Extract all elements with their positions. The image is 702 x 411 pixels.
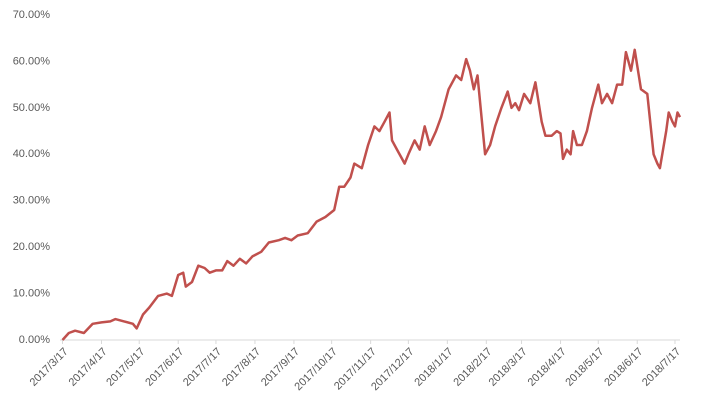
x-tick-label: 2018/5/17 — [563, 346, 606, 389]
x-tick-label: 2017/3/17 — [28, 346, 71, 389]
y-tick-label: 60.00% — [13, 55, 51, 67]
y-tick-label: 40.00% — [13, 148, 51, 160]
x-tick-label: 2017/4/17 — [67, 346, 110, 389]
data-line — [61, 48, 682, 341]
x-tick-label: 2018/6/17 — [602, 346, 645, 389]
x-tick-label: 2017/8/17 — [220, 346, 263, 389]
y-tick-label: 0.00% — [19, 334, 50, 346]
x-tick-label: 2017/6/17 — [143, 346, 186, 389]
x-tick-label: 2018/7/17 — [640, 346, 683, 389]
y-tick-label: 70.00% — [13, 9, 51, 21]
y-tick-label: 20.00% — [13, 241, 51, 253]
x-tick-label: 2017/5/17 — [104, 346, 147, 389]
x-tick-label: 2018/3/17 — [487, 346, 530, 389]
x-tick-label: 2018/1/17 — [412, 346, 455, 389]
y-tick-label: 30.00% — [13, 195, 51, 207]
x-tick-label: 2017/7/17 — [181, 346, 224, 389]
y-tick-label: 50.00% — [13, 102, 51, 114]
x-tick-label: 2018/4/17 — [526, 346, 569, 389]
y-tick-label: 10.00% — [13, 287, 51, 299]
